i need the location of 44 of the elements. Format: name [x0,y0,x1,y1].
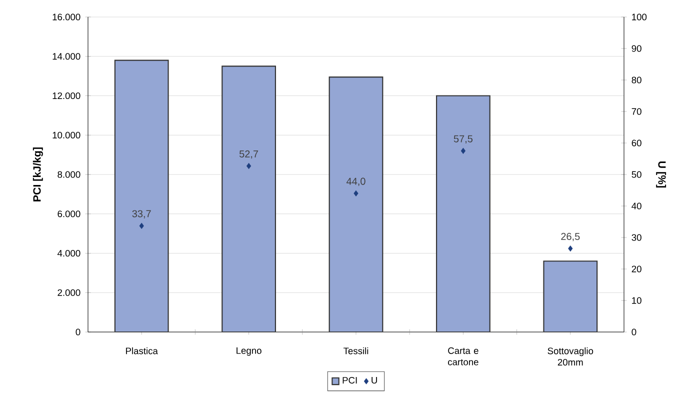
y-tick-label: 8.000 [58,171,80,178]
x-tick-label: Plastica [126,347,158,354]
legend-label: PCI [342,376,357,384]
y2-tick-label: 60 [632,140,642,146]
x-tick-label: Tessili [344,347,368,354]
bar [436,95,490,332]
legend-label: U [372,377,377,384]
y2-axis-title: U [%] [656,162,666,188]
y-tick-label: 16.000 [52,14,80,20]
bar [328,76,384,332]
data-label: 44,0 [346,178,366,186]
y2-tick-label: 40 [632,202,642,210]
y2-tick-label: 20 [632,266,642,272]
y-tick-label: 4.000 [57,250,80,257]
y2-tick-label: 10 [632,297,642,304]
point [568,246,573,252]
bar [114,60,169,332]
y2-tick-label: 0 [632,328,636,336]
y-tick-label: 2.000 [58,289,80,296]
y-tick-label: 6.000 [58,210,80,218]
point [354,190,358,196]
bar [222,66,276,332]
data-label: 26,5 [561,232,580,242]
y2-tick-label: 30 [632,234,642,241]
point [139,222,144,229]
bar [543,260,598,332]
y-tick-label: 12.000 [52,92,80,100]
point [246,163,252,169]
y-axis-title: PCI [kJ/kg] [32,148,43,202]
data-label: 52,7 [239,150,258,159]
data-label: 33,7 [132,210,151,218]
y2-tick-label: 70 [632,108,642,115]
y-tick-label: 10.000 [52,132,80,138]
y2-tick-label: 90 [632,45,642,52]
point [460,148,466,154]
y2-tick-label: 100 [632,14,647,20]
y2-tick-label: 50 [632,171,642,178]
x-tick-label: Sottovaglio 20mm [548,347,594,366]
y-tick-label: 0 [76,328,80,336]
y2-tick-label: 80 [632,76,642,84]
data-label: 57,5 [454,135,473,144]
x-tick-label: Legno [236,347,262,356]
x-tick-label: Carta e cartone [448,347,478,366]
y-tick-label: 14.000 [52,53,80,60]
